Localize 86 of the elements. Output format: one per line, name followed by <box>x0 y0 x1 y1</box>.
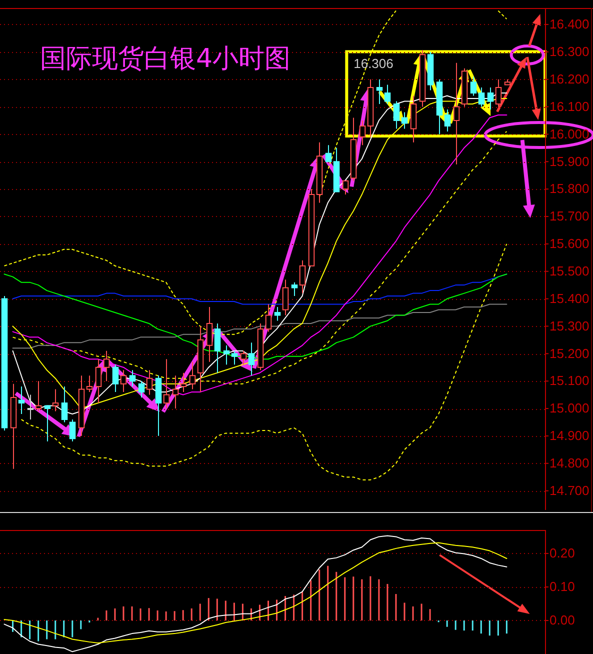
candlestick <box>401 112 408 130</box>
candlestick <box>325 144 332 162</box>
line-series <box>4 274 508 360</box>
candlestick <box>384 84 391 105</box>
candlestick <box>282 279 289 316</box>
candlestick <box>359 120 366 146</box>
candlestick <box>470 76 477 96</box>
candlestick <box>112 364 119 393</box>
candlestick <box>86 375 93 393</box>
candlestick <box>240 350 247 366</box>
y-tick-label: 16.100 <box>550 98 590 114</box>
candlestick <box>274 306 281 322</box>
candlestick <box>214 322 221 374</box>
candlestick <box>316 142 323 204</box>
y-tick-label: 15.800 <box>550 181 590 196</box>
candlestick <box>1 296 8 431</box>
y-tick-label: 15.300 <box>550 318 590 334</box>
y-tick-label: 15.600 <box>550 236 590 252</box>
y-tick-label: 14.800 <box>550 456 590 471</box>
candlestick <box>129 370 136 388</box>
candlestick <box>52 388 59 412</box>
y-tick-label: 0.20 <box>550 546 575 561</box>
y-tick-label: 0.00 <box>550 612 575 628</box>
candlestick <box>495 78 502 108</box>
candlestick <box>69 418 76 442</box>
candlestick <box>163 358 170 410</box>
candlestick <box>27 394 34 420</box>
candlestick <box>444 108 451 132</box>
candlestick <box>189 361 196 390</box>
candlestick <box>138 380 145 398</box>
candlestick <box>223 344 230 366</box>
candlestick <box>350 117 357 182</box>
candlestick <box>231 350 238 366</box>
candlestick <box>35 380 42 412</box>
y-tick-label: 14.700 <box>550 482 590 498</box>
y-tick-label: 16.300 <box>550 44 590 60</box>
candlestick <box>44 405 51 442</box>
y-tick-label: 0.10 <box>550 579 575 594</box>
candlestick <box>180 372 187 393</box>
candlestick <box>95 358 102 404</box>
candlestick <box>427 51 434 91</box>
candlestick <box>461 68 468 108</box>
candlestick <box>265 304 272 332</box>
line-series <box>20 243 508 480</box>
candlestick <box>248 342 255 376</box>
candlestick <box>453 62 460 165</box>
candlestick <box>419 50 426 108</box>
candlestick <box>103 350 110 382</box>
y-tick-label: 14.900 <box>550 428 590 444</box>
y-tick-label: 15.000 <box>550 400 590 416</box>
candlestick <box>18 386 25 414</box>
candlestick <box>376 78 383 105</box>
candlestick <box>308 188 315 266</box>
y-tick-label: 15.400 <box>550 290 590 306</box>
y-tick-label: 16.400 <box>550 16 590 32</box>
annotation: 16.306 <box>354 56 394 71</box>
y-tick-label: 16.000 <box>550 126 590 142</box>
candlestick <box>393 100 400 130</box>
y-tick-label: 15.700 <box>550 208 590 224</box>
candlestick <box>504 78 511 86</box>
candlestick <box>146 370 153 396</box>
y-tick-label: 15.100 <box>550 373 590 388</box>
candlestick <box>342 180 349 196</box>
candlestick <box>333 147 340 192</box>
candlestick <box>61 386 68 423</box>
candlestick <box>120 370 127 393</box>
candlestick <box>410 95 417 143</box>
candlestick <box>155 375 162 436</box>
candlestick <box>78 375 85 436</box>
candlestick <box>172 375 179 410</box>
candlestick <box>436 78 443 135</box>
candlestick <box>10 383 17 470</box>
y-tick-label: 15.500 <box>550 264 590 279</box>
candlestick <box>478 87 485 108</box>
candlestick <box>299 260 306 294</box>
line-series <box>12 304 508 349</box>
y-tick-label: 16.200 <box>550 71 590 86</box>
y-tick-label: 15.900 <box>550 154 590 169</box>
text: 国际现货白银4小时图 <box>40 44 291 74</box>
candlestick <box>291 282 298 297</box>
candlestick <box>487 87 494 110</box>
candlestick <box>257 322 264 371</box>
candlestick <box>206 306 213 362</box>
candlestick <box>197 326 204 393</box>
candlestick <box>367 78 374 138</box>
y-tick-label: 15.200 <box>550 346 590 361</box>
